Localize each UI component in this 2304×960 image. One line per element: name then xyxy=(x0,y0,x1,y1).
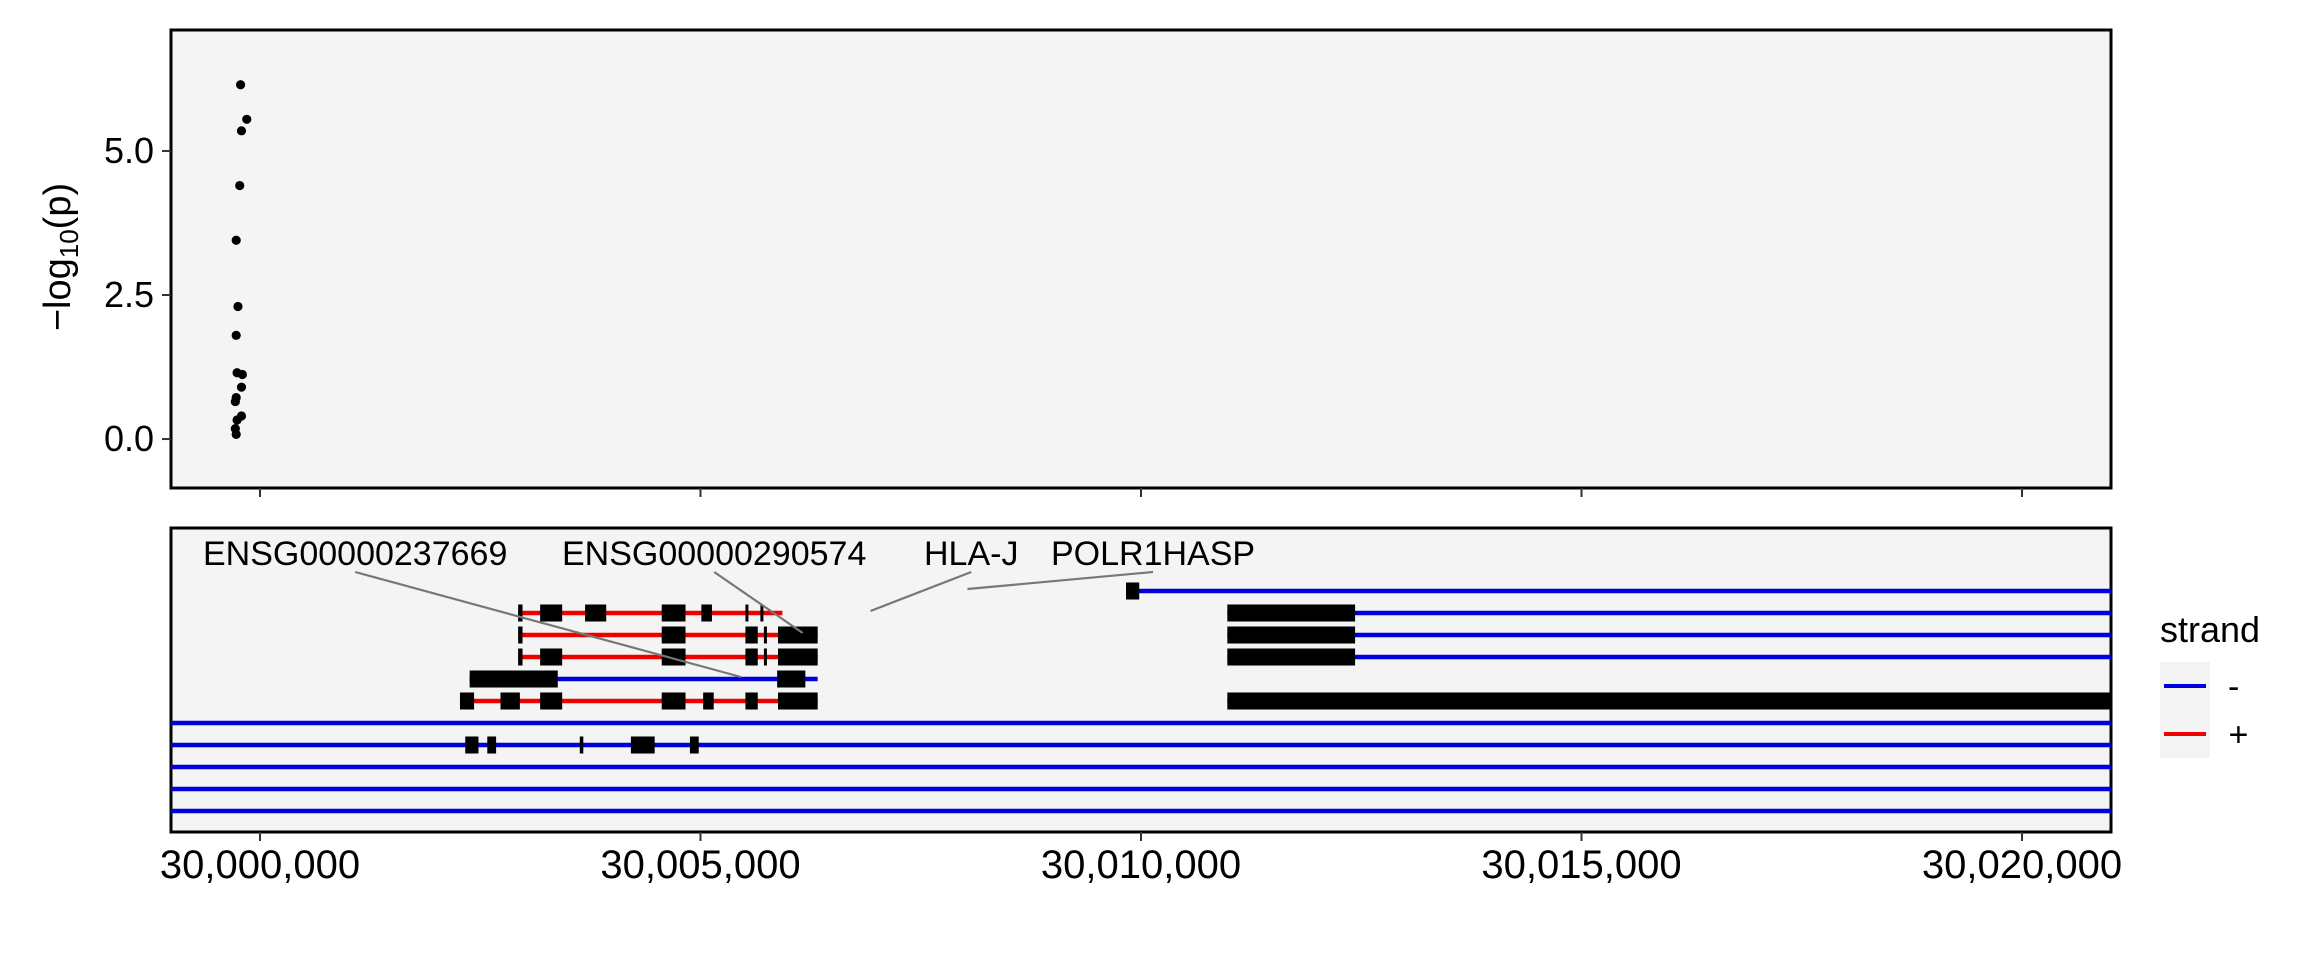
exon xyxy=(763,648,767,666)
exon xyxy=(689,736,699,754)
scatter-point xyxy=(236,126,247,136)
legend-key-background xyxy=(2160,662,2210,758)
strand-legend: strand - + xyxy=(2160,609,2260,758)
legend-title: strand xyxy=(2160,609,2260,650)
scatter-panel: 0.0 2.5 5.0 −log10(p) xyxy=(37,28,2113,497)
gene-label-pointer xyxy=(713,571,804,634)
scatter-y-tick-label: 0.0 xyxy=(104,418,154,459)
exon xyxy=(518,604,523,622)
exon xyxy=(1227,626,1356,644)
gene-label: ENSG00000290574 xyxy=(562,535,866,573)
exon xyxy=(1227,604,1356,622)
exon xyxy=(745,626,758,644)
scatter-point xyxy=(233,301,243,312)
exon xyxy=(465,736,479,754)
exon xyxy=(701,604,712,622)
exon xyxy=(540,604,563,622)
gene-x-tick-label: 30,005,000 xyxy=(600,843,800,887)
exon xyxy=(540,648,563,666)
exon xyxy=(763,626,767,644)
exon xyxy=(1227,692,2111,710)
gene-x-tick-label: 30,010,000 xyxy=(1041,843,1241,887)
exon xyxy=(661,626,686,644)
exon xyxy=(518,626,523,644)
scatter-point xyxy=(236,382,247,392)
scatter-point xyxy=(230,396,240,407)
scatter-y-axis-label: −log10(p) xyxy=(37,183,84,331)
exon xyxy=(540,692,563,710)
exon xyxy=(459,692,475,710)
scatter-y-tick-label: 2.5 xyxy=(104,274,154,315)
exon xyxy=(487,736,497,754)
gene-transcripts xyxy=(171,582,2111,814)
scatter-plot-area xyxy=(169,28,2113,490)
exon xyxy=(500,692,520,710)
exon xyxy=(518,648,523,666)
exon xyxy=(778,626,818,644)
scatter-y-axis: 0.0 2.5 5.0 xyxy=(104,130,171,459)
gene-x-tick-label: 30,015,000 xyxy=(1481,843,1681,887)
exon xyxy=(745,692,758,710)
scatter-points xyxy=(230,80,252,440)
gene-track-panel: ENSG00000237669 ENSG00000290574 HLA-J POLR1… xyxy=(160,526,2122,887)
scatter-point xyxy=(232,415,242,425)
exon xyxy=(778,648,818,666)
exon xyxy=(661,604,686,622)
gene-label-pointer xyxy=(870,570,972,613)
exon xyxy=(630,736,655,754)
gene-x-axis: 30,000,000 30,005,000 30,010,000 30,015,000… xyxy=(160,832,2122,887)
exon xyxy=(760,604,764,622)
gene-labels: ENSG00000237669 ENSG00000290574 HLA-J POLR1… xyxy=(203,535,1255,679)
gene-label: ENSG00000237669 xyxy=(203,535,507,573)
gene-x-tick-label: 30,020,000 xyxy=(1922,843,2122,887)
ylabel-main: −log xyxy=(37,258,79,331)
scatter-y-tick-label: 5.0 xyxy=(104,130,154,171)
gene-label: POLR1HASP xyxy=(1051,535,1255,573)
exon xyxy=(1126,582,1140,600)
exon xyxy=(1227,648,1356,666)
legend-label-plus: + xyxy=(2228,716,2248,754)
gene-label-pointer xyxy=(967,570,1154,591)
scatter-point xyxy=(231,330,241,340)
exon xyxy=(703,692,714,710)
exon xyxy=(661,692,686,710)
scatter-point xyxy=(231,235,241,245)
scatter-point xyxy=(235,180,245,191)
exon xyxy=(777,670,806,688)
scatter-point xyxy=(231,429,241,440)
legend-label-minus: - xyxy=(2228,668,2239,706)
scatter-x-ticks xyxy=(258,488,2024,497)
scatter-point xyxy=(237,369,247,380)
gene-label-pointer xyxy=(354,570,742,679)
gene-label: HLA-J xyxy=(924,535,1018,573)
exon xyxy=(745,648,758,666)
exon xyxy=(585,604,607,622)
ylabel-subscript: 10 xyxy=(54,229,84,258)
gene-x-tick-label: 30,000,000 xyxy=(160,843,360,887)
ylabel-tail: (p) xyxy=(37,183,79,229)
exon xyxy=(778,692,818,710)
scatter-point xyxy=(242,114,252,124)
exon xyxy=(745,604,749,622)
exon xyxy=(579,736,584,754)
exon xyxy=(469,670,558,688)
scatter-point xyxy=(236,80,246,90)
